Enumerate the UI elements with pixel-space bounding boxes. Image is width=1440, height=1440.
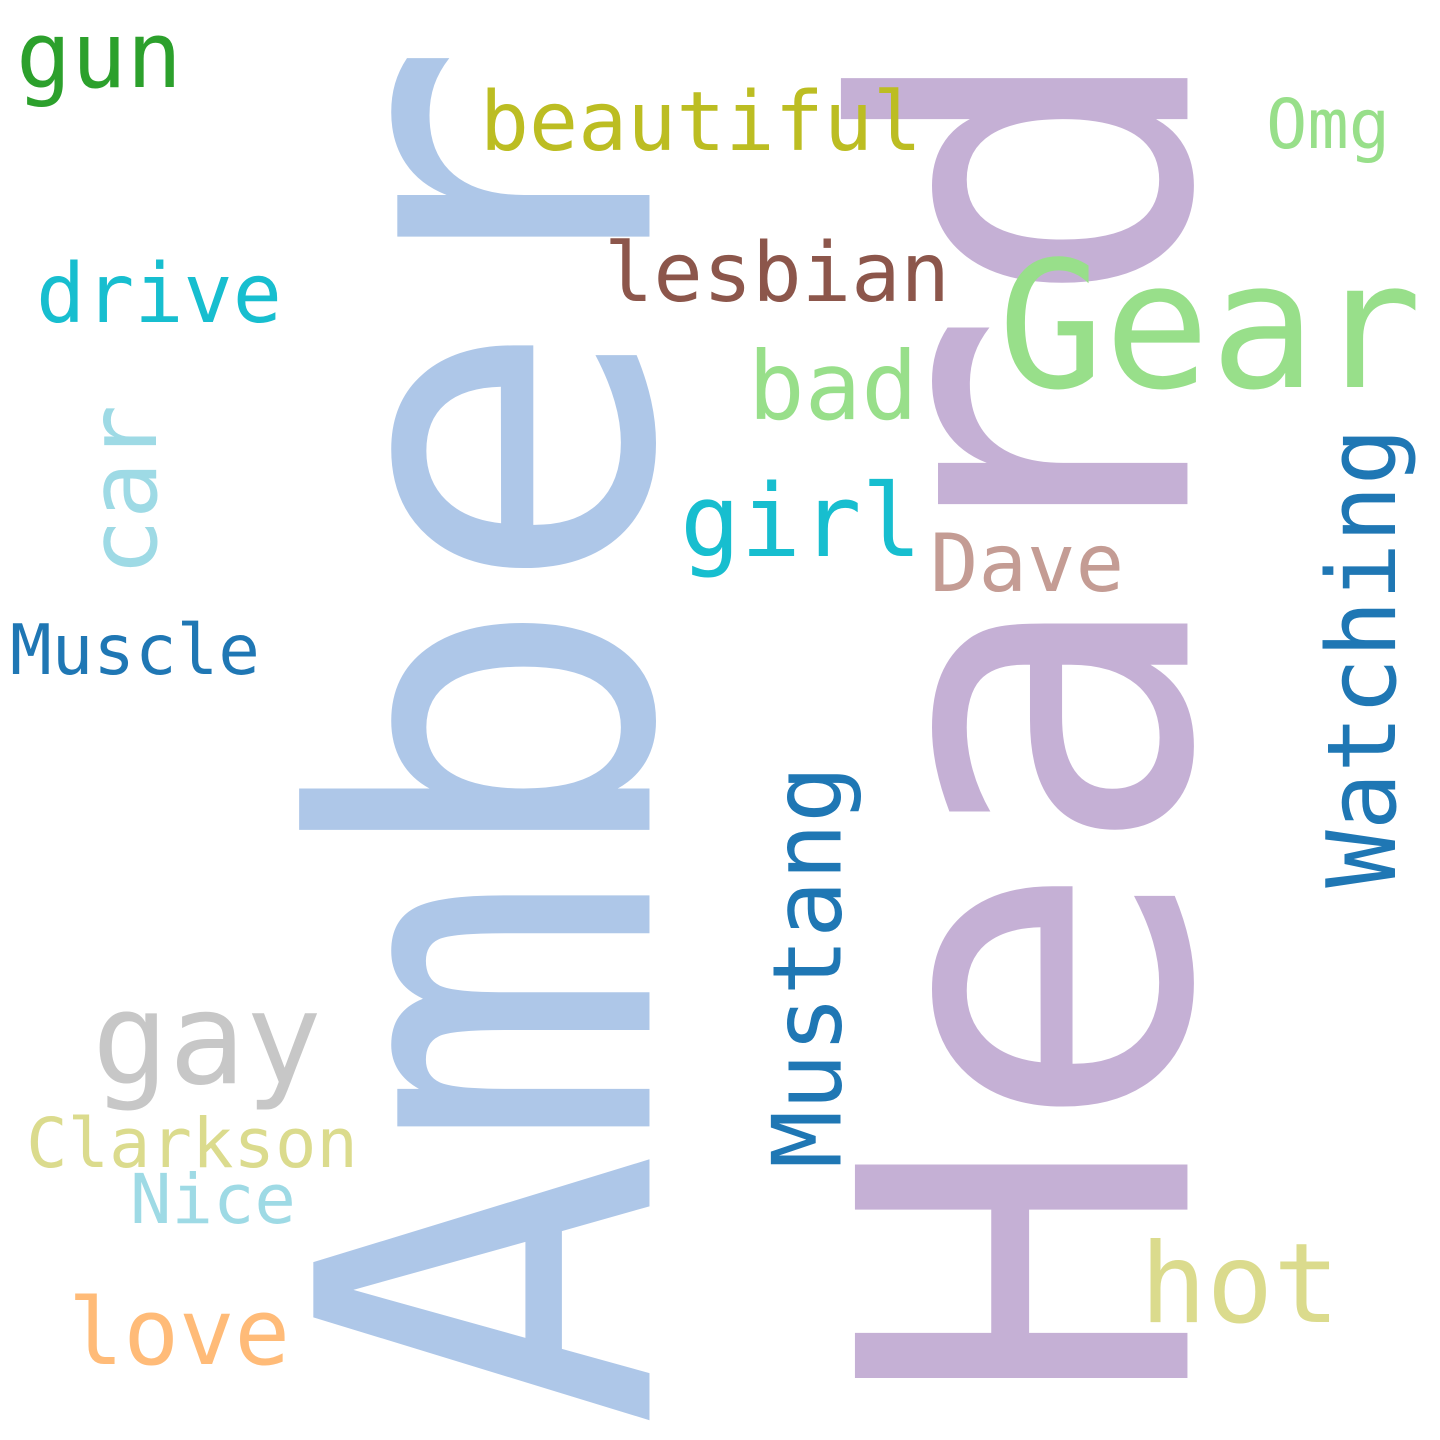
word-hot: hot	[1140, 1219, 1340, 1349]
word-bad: bad	[748, 333, 918, 442]
word-muscle: Muscle	[10, 611, 260, 692]
word-gun: gun	[16, 2, 182, 109]
word-mustang: Mustang	[751, 765, 864, 1168]
word-omg: Omg	[1266, 84, 1391, 165]
word-nice: Nice	[130, 1159, 296, 1240]
word-drive: drive	[36, 247, 282, 343]
word-clarkson: Clarkson	[26, 1103, 358, 1184]
word-beautiful: beautiful	[479, 74, 923, 170]
word-love: love	[68, 1277, 291, 1386]
word-girl: girl	[680, 462, 923, 580]
word-watching: Watching	[1306, 428, 1419, 889]
word-gay: gay	[92, 966, 323, 1115]
word-dave: Dave	[930, 516, 1125, 611]
word-lesbian: lesbian	[604, 226, 950, 321]
word-gear: Gear	[998, 224, 1423, 429]
word-car: car	[69, 404, 180, 576]
